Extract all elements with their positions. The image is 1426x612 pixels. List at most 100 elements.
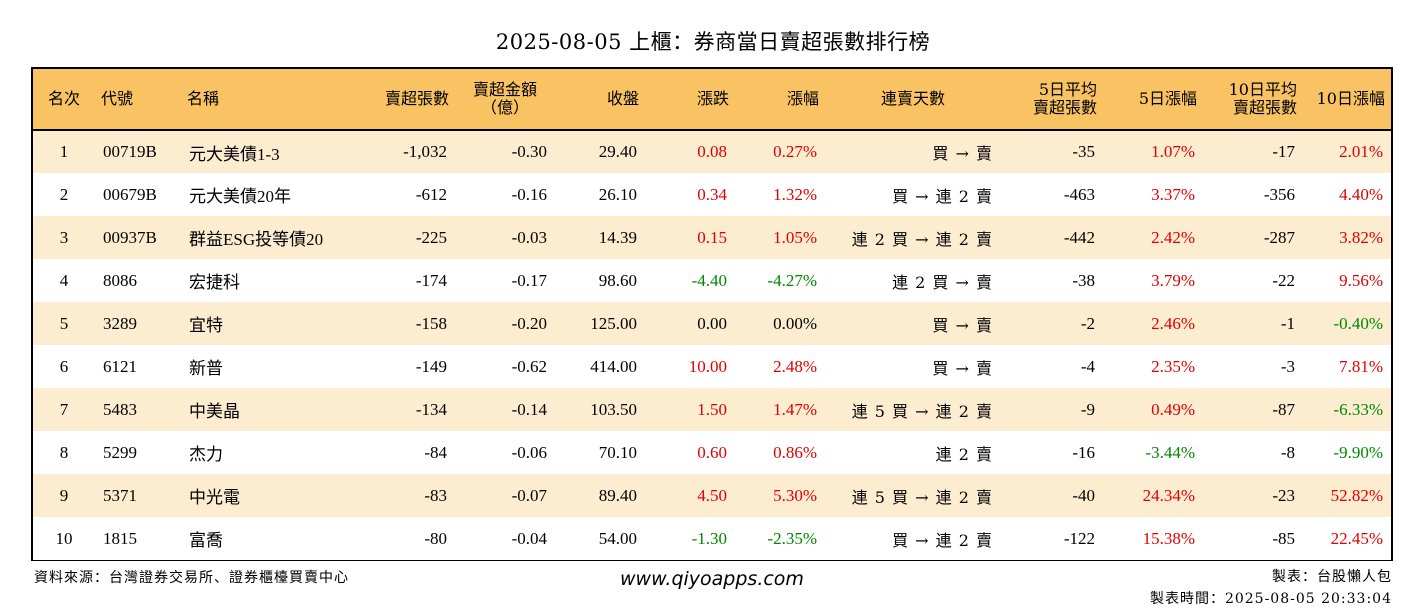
col-header-name[interactable]: 名稱 [181, 69, 357, 131]
cell-code: 00937B [103, 227, 157, 247]
cell-days: 買 → 連 2 賣 [892, 186, 993, 206]
cell-rank: 4 [59, 270, 69, 290]
cell-sell-amount: -0.62 [511, 356, 547, 376]
cell-avg10: -17 [1272, 142, 1295, 161]
col-header-rank[interactable]: 名次 [33, 69, 95, 131]
cell-sell-amount: -0.07 [511, 485, 547, 505]
maker-note: 製表：台股懶人包 [1272, 569, 1392, 585]
cell-avg5: -38 [1072, 270, 1095, 290]
made-time-note: 製表時間：2025-08-05 20:33:04 [1149, 591, 1392, 607]
cell-days: 連 2 買 → 連 2 賣 [851, 229, 993, 249]
cell-rank: 3 [59, 227, 69, 247]
table-row[interactable]: 7 5483 中美晶 -134 -0.14 103.50 1.50 1.47% 連 5 買 → … [33, 388, 1391, 431]
cell-pct5: 2.46% [1151, 313, 1195, 333]
cell-pct10: 3.82% [1339, 227, 1383, 247]
cell-pct10: 4.40% [1339, 184, 1383, 204]
cell-pct10: 52.82% [1330, 485, 1383, 505]
cell-days: 連 5 買 → 連 2 賣 [851, 401, 993, 421]
cell-rank: 8 [59, 442, 69, 462]
cell-name: 宏捷科 [189, 273, 240, 292]
col-header-sell-lots[interactable]: 賣超張數 [357, 69, 455, 131]
col-header-pct10[interactable]: 10日漲幅 [1303, 69, 1391, 131]
cell-pct5: -3.44% [1145, 442, 1195, 462]
cell-code: 00719B [103, 142, 157, 161]
ranking-table: 名次 代號 名稱 賣超張數 賣超金額 （億） 收盤 漲跌 漲幅 連賣天數 5日平… [33, 69, 1391, 560]
table-row[interactable]: 1 00719B 元大美債1-3 -1,032 -0.30 29.40 0.08 0.27% 買… [33, 130, 1391, 173]
cell-rank: 2 [59, 184, 69, 204]
cell-sell-amount: -0.17 [511, 270, 547, 290]
cell-name: 富喬 [189, 531, 223, 550]
col-header-avg5[interactable]: 5日平均 賣超張數 [1001, 69, 1103, 131]
cell-close: 29.40 [598, 142, 637, 161]
col-header-code[interactable]: 代號 [95, 69, 181, 131]
cell-days: 買 → 賣 [932, 144, 993, 163]
cell-sell-lots: -84 [424, 442, 447, 462]
cell-avg5: -442 [1063, 227, 1095, 247]
cell-days: 買 → 賣 [932, 358, 993, 378]
cell-change: 0.15 [697, 227, 727, 247]
cell-sell-lots: -149 [415, 356, 447, 376]
table-row[interactable]: 10 1815 富喬 -80 -0.04 54.00 -1.30 -2.35% 買 → 連 2 … [33, 517, 1391, 560]
footer-credits: 製表：台股懶人包 製表時間：2025-08-05 20:33:04 [1150, 566, 1392, 610]
cell-sell-lots: -80 [424, 528, 447, 548]
cell-sell-lots: -83 [424, 485, 447, 505]
cell-pct10: -0.40% [1333, 313, 1383, 333]
col-header-close[interactable]: 收盤 [555, 69, 645, 131]
cell-change-pct: 1.47% [773, 399, 817, 419]
table-row[interactable]: 5 3289 宜特 -158 -0.20 125.00 0.00 0.00% 買 → 賣 -2 2.… [33, 302, 1391, 345]
cell-sell-amount: -0.14 [511, 399, 547, 419]
cell-pct5: 3.37% [1151, 184, 1195, 204]
col-header-days[interactable]: 連賣天數 [825, 69, 1001, 131]
cell-avg10: -356 [1263, 184, 1295, 204]
cell-avg10: -87 [1272, 399, 1295, 419]
cell-avg10: -22 [1272, 270, 1295, 290]
cell-avg5: -4 [1080, 356, 1095, 376]
cell-rank: 10 [55, 528, 73, 548]
cell-name: 中光電 [189, 488, 240, 507]
cell-sell-lots: -612 [415, 184, 447, 204]
table-row[interactable]: 4 8086 宏捷科 -174 -0.17 98.60 -4.40 -4.27% 連 2 買 →… [33, 259, 1391, 302]
table-body: 1 00719B 元大美債1-3 -1,032 -0.30 29.40 0.08 0.27% 買… [33, 130, 1391, 560]
cell-change-pct: 0.00% [773, 313, 817, 333]
table-row[interactable]: 9 5371 中光電 -83 -0.07 89.40 4.50 5.30% 連 5 買 → 連 … [33, 474, 1391, 517]
cell-code: 3289 [103, 313, 137, 333]
cell-close: 26.10 [598, 184, 637, 204]
col-header-sell-amount[interactable]: 賣超金額 （億） [455, 69, 555, 131]
data-source-note: 資料來源：台灣證券交易所、證券櫃檯買賣中心 [34, 570, 349, 586]
cell-code: 6121 [103, 356, 137, 376]
cell-pct10: 9.56% [1339, 270, 1383, 290]
cell-rank: 7 [59, 399, 69, 419]
cell-pct10: 2.01% [1339, 142, 1383, 161]
cell-code: 8086 [103, 270, 137, 290]
cell-sell-amount: -0.06 [511, 442, 547, 462]
cell-change: 10.00 [688, 356, 727, 376]
cell-days: 連 2 買 → 賣 [892, 272, 993, 292]
cell-name: 元大美債20年 [189, 187, 291, 206]
cell-avg10: -8 [1280, 442, 1295, 462]
table-row[interactable]: 6 6121 新普 -149 -0.62 414.00 10.00 2.48% 買 → 賣 -4 2… [33, 345, 1391, 388]
table-row[interactable]: 8 5299 杰力 -84 -0.06 70.10 0.60 0.86% 連 2 賣 -16 -3.… [33, 431, 1391, 474]
col-header-avg5-line1: 5日平均 [1038, 80, 1097, 99]
col-header-change[interactable]: 漲跌 [645, 69, 735, 131]
col-header-change-pct[interactable]: 漲幅 [735, 69, 825, 131]
table-row[interactable]: 3 00937B 群益ESG投等債20 -225 -0.03 14.39 0.15 1.05%… [33, 216, 1391, 259]
col-header-avg10[interactable]: 10日平均 賣超張數 [1203, 69, 1303, 131]
col-header-avg5-line2: 賣超張數 [1032, 98, 1097, 117]
page-title: 2025-08-05 上櫃：券商當日賣超張數排行榜 [495, 30, 931, 54]
cell-change-pct: -2.35% [767, 528, 817, 548]
cell-change-pct: 1.32% [773, 184, 817, 204]
cell-pct5: 15.38% [1142, 528, 1195, 548]
cell-name: 新普 [189, 359, 223, 378]
cell-close: 414.00 [590, 356, 637, 376]
table-row[interactable]: 2 00679B 元大美債20年 -612 -0.16 26.10 0.34 1.32% 買 →… [33, 173, 1391, 216]
cell-pct10: -9.90% [1333, 442, 1383, 462]
col-header-avg10-line1: 10日平均 [1228, 80, 1297, 99]
website-link[interactable]: www.qiyoapps.com [620, 568, 804, 590]
cell-pct10: -6.33% [1333, 399, 1383, 419]
cell-pct5: 3.79% [1151, 270, 1195, 290]
cell-sell-lots: -158 [415, 313, 447, 333]
cell-days: 連 5 買 → 連 2 賣 [851, 487, 993, 507]
cell-sell-amount: -0.20 [511, 313, 547, 333]
col-header-pct5[interactable]: 5日漲幅 [1103, 69, 1203, 131]
cell-pct5: 24.34% [1142, 485, 1195, 505]
